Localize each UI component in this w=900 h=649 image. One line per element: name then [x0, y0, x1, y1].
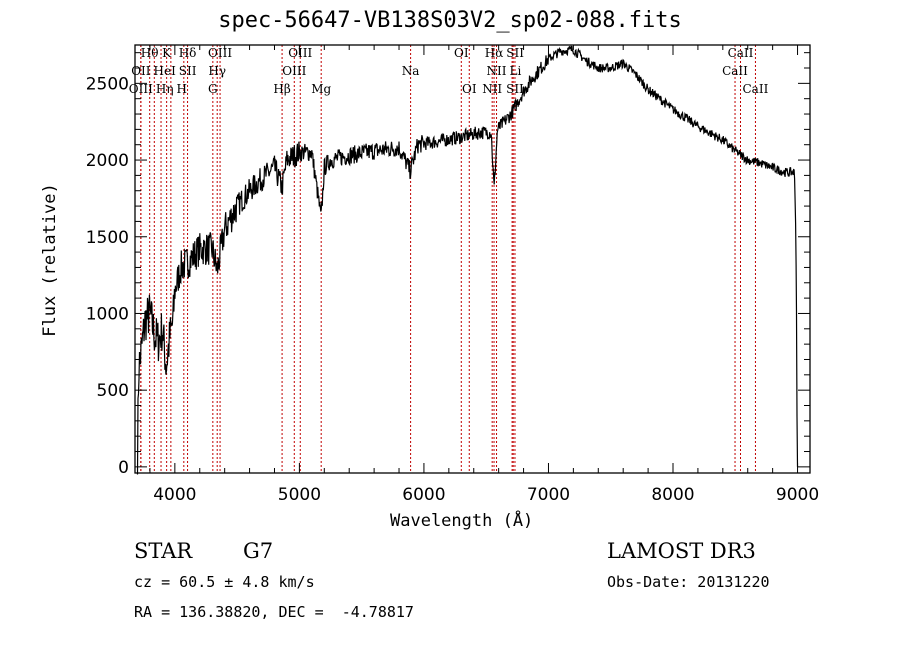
spectral-line-label: HeI [154, 64, 177, 78]
spectral-line-label: Hγ [208, 64, 226, 78]
spectral-line-label: SII [179, 64, 197, 78]
spectral-line-label: Hα [485, 46, 504, 60]
spectral-line-label: Hη [156, 82, 174, 96]
spectral-line-label: Li [510, 64, 522, 78]
y-tick-label: 1500 [86, 228, 129, 248]
x-tick-label: 8000 [651, 485, 694, 505]
coordinates-text: RA = 136.38820, DEC = -4.78817 [134, 603, 414, 621]
spectral-line-label: CaII [743, 82, 769, 96]
x-tick-label: 5000 [278, 485, 321, 505]
survey-name: LAMOST DR3 [607, 539, 756, 563]
spectral-line-label: CaII [728, 46, 754, 60]
spectral-line-label: Hδ [179, 46, 197, 60]
y-tick-label: 0 [118, 458, 129, 478]
spectral-line-label: K [162, 46, 172, 60]
spectral-line-label: G [208, 82, 218, 96]
x-tick-label: 4000 [153, 485, 196, 505]
spectral-line-label: SII [506, 82, 524, 96]
spectral-line-label: Mg [311, 82, 331, 96]
obs-date: Obs-Date: 20131220 [607, 573, 770, 591]
spectral-line-label: NII [487, 64, 507, 78]
spectral-line-label: OI [462, 82, 477, 96]
spectral-line-label: OIII [208, 46, 232, 60]
spectral-line-label: OI [454, 46, 469, 60]
spectral-line-label: Na [402, 64, 420, 78]
spectrum-line [136, 44, 799, 475]
x-tick-label: 7000 [527, 485, 570, 505]
y-axis-label: Flux (relative) [40, 183, 60, 337]
spectral-line-label: NII [482, 82, 502, 96]
spectral-line-label: Hθ [141, 46, 159, 60]
y-tick-label: 2000 [86, 151, 129, 171]
spectral-line-label: OII [131, 64, 151, 78]
x-tick-label: 6000 [402, 485, 445, 505]
y-tick-label: 2500 [86, 74, 129, 94]
object-type: STAR [134, 539, 193, 563]
redshift-text: cz = 60.5 ± 4.8 km/s [134, 573, 315, 591]
spectral-line-label: OIII [282, 64, 306, 78]
plot-frame [134, 44, 811, 474]
y-tick-label: 500 [97, 381, 129, 401]
y-tick-label: 1000 [86, 304, 129, 324]
spectral-line-label: H [177, 82, 187, 96]
spectral-line-label: OIII [129, 82, 153, 96]
spectral-line-label: OIII [288, 46, 312, 60]
spectral-line-label: CaII [722, 64, 748, 78]
spectral-line-label: Hβ [273, 82, 290, 96]
chart-title: spec-56647-VB138S03V2_sp02-088.fits [218, 8, 682, 33]
x-axis-label: Wavelength (Å) [390, 511, 534, 531]
x-tick-label: 9000 [776, 485, 819, 505]
subclass: G7 [243, 539, 274, 563]
spectral-line-label: SII [506, 46, 524, 60]
